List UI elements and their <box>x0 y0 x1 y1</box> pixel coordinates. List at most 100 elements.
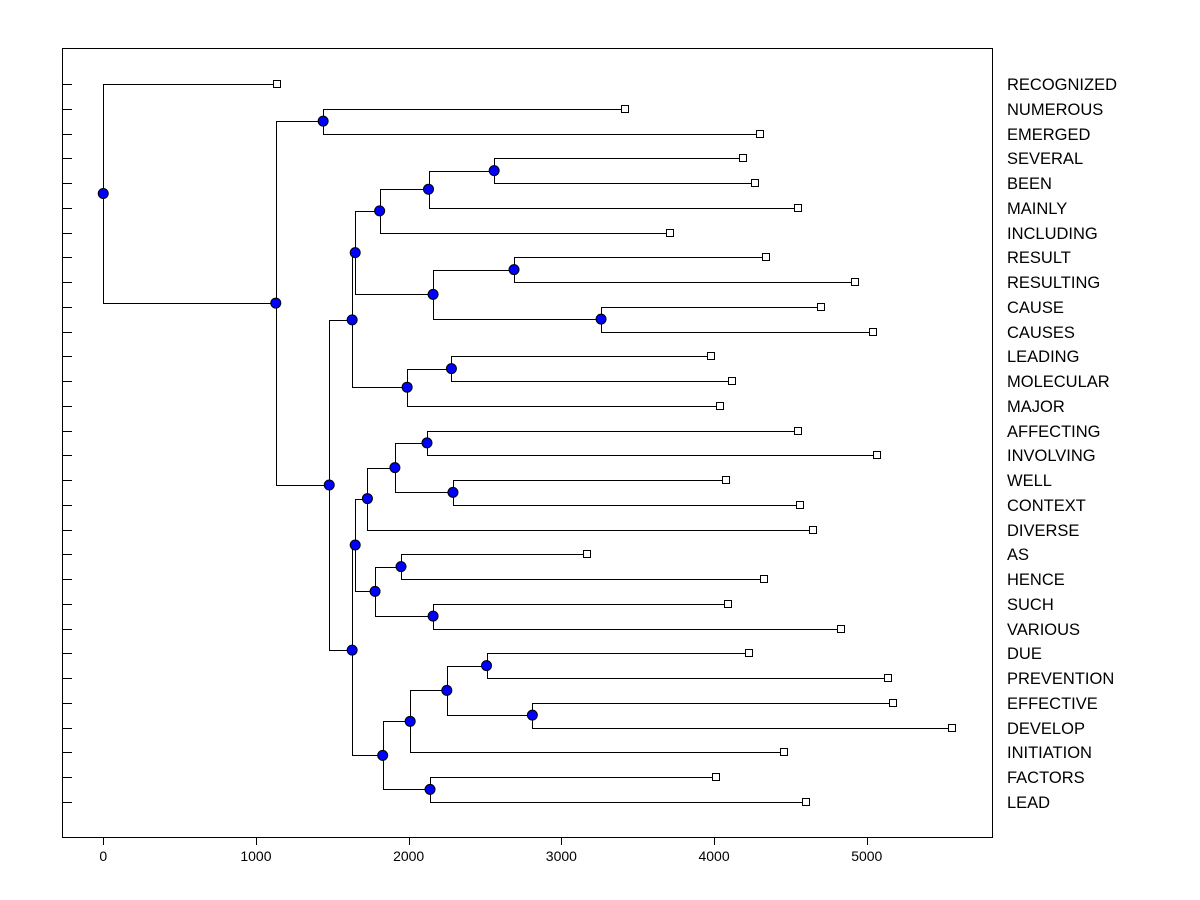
leaf-marker-major <box>716 402 724 410</box>
leaf-marker-factors <box>712 773 720 781</box>
leaf-label-such: SUCH <box>1007 596 1054 614</box>
leaf-marker-numerous <box>621 105 629 113</box>
branch-22 <box>410 690 785 753</box>
leaf-label-factors: FACTORS <box>1007 769 1085 787</box>
merge-node-27 <box>270 297 282 309</box>
leaf-label-resulting: RESULTING <box>1007 274 1100 292</box>
leaf-label-diverse: DIVERSE <box>1007 522 1079 540</box>
x-tick-label-3000: 3000 <box>546 848 577 864</box>
leaf-label-lead: LEAD <box>1007 794 1050 812</box>
leaf-label-cause: CAUSE <box>1007 299 1064 317</box>
merge-node-1 <box>488 165 500 177</box>
leaf-label-result: RESULT <box>1007 249 1071 267</box>
merge-node-3 <box>374 205 386 217</box>
leaf-label-hence: HENCE <box>1007 571 1065 589</box>
leaf-label-including: INCLUDING <box>1007 225 1098 243</box>
leaf-marker-several <box>739 154 747 162</box>
leaf-label-well: WELL <box>1007 472 1052 490</box>
leaf-marker-including <box>666 229 674 237</box>
merge-node-12 <box>447 486 459 498</box>
merge-node-20 <box>526 709 538 721</box>
merge-node-15 <box>395 561 407 573</box>
merge-node-23 <box>424 783 436 795</box>
merge-node-21 <box>441 684 453 696</box>
leaf-marker-effective <box>889 699 897 707</box>
merge-node-6 <box>427 288 439 300</box>
leaf-label-affecting: AFFECTING <box>1007 423 1101 441</box>
plot-frame <box>62 48 993 838</box>
leaf-markers <box>273 80 956 806</box>
y-tick-marks <box>62 84 72 803</box>
leaf-label-major: MAJOR <box>1007 398 1065 416</box>
merge-node-25 <box>346 644 358 656</box>
merge-node-9 <box>401 381 413 393</box>
leaf-marker-molecular <box>728 377 736 385</box>
branch-24 <box>383 721 431 790</box>
leaf-label-various: VARIOUS <box>1007 621 1080 639</box>
x-tick-label-2000: 2000 <box>393 848 424 864</box>
x-tick-label-1000: 1000 <box>240 848 271 864</box>
merge-node-26 <box>323 479 335 491</box>
merge-node-28 <box>97 188 109 200</box>
leaf-marker-result <box>762 253 770 261</box>
merge-node-18 <box>349 539 361 551</box>
leaf-marker-as <box>583 550 591 558</box>
branch-16 <box>433 604 842 630</box>
branch-17 <box>375 567 434 617</box>
merge-node-24 <box>377 749 389 761</box>
merge-node-7 <box>349 247 361 259</box>
leaf-label-as: AS <box>1007 546 1029 564</box>
leaf-marker-initiation <box>780 748 788 756</box>
leaf-label-context: CONTEXT <box>1007 497 1086 515</box>
branch-23 <box>430 777 807 803</box>
merge-node-13 <box>389 462 401 474</box>
leaf-marker-resulting <box>851 278 859 286</box>
branch-14 <box>367 468 814 531</box>
branch-1 <box>494 158 756 184</box>
leaf-marker-involving <box>873 451 881 459</box>
leaf-label-prevention: PREVENTION <box>1007 670 1114 688</box>
leaf-marker-affecting <box>794 427 802 435</box>
branch-11 <box>427 431 878 456</box>
branch-12 <box>453 480 801 506</box>
leaf-marker-due <box>745 649 753 657</box>
leaf-marker-such <box>724 600 732 608</box>
merge-node-11 <box>421 437 433 449</box>
branch-2 <box>429 171 799 209</box>
merge-node-4 <box>508 264 520 276</box>
leaf-label-mainly: MAINLY <box>1007 200 1067 218</box>
branch-27 <box>276 121 330 486</box>
branch-21 <box>447 666 533 716</box>
leaf-label-causes: CAUSES <box>1007 324 1075 342</box>
branch-5 <box>601 307 874 333</box>
x-tick-label-0: 0 <box>99 848 107 864</box>
x-tick-label-4000: 4000 <box>698 848 729 864</box>
leaf-label-initiation: INITIATION <box>1007 744 1092 762</box>
branch-28 <box>103 84 278 304</box>
leaf-marker-leading <box>707 352 715 360</box>
leaf-label-several: SEVERAL <box>1007 150 1083 168</box>
leaf-labels: RECOGNIZED NUMEROUS EMERGED SEVERAL BEEN MAIN… <box>1007 76 1117 812</box>
leaf-marker-cause <box>817 303 825 311</box>
merge-node-2 <box>423 183 435 195</box>
branch-0 <box>323 109 761 135</box>
merge-node-10 <box>346 314 358 326</box>
merge-node-19 <box>481 660 493 672</box>
leaf-marker-lead <box>802 798 810 806</box>
merge-nodes <box>97 115 607 795</box>
dendrogram-branches <box>103 84 953 803</box>
leaf-label-due: DUE <box>1007 645 1042 663</box>
branch-20 <box>532 703 953 729</box>
leaf-marker-causes <box>869 328 877 336</box>
branch-13 <box>395 443 454 493</box>
leaf-label-numerous: NUMEROUS <box>1007 101 1103 119</box>
leaf-label-been: BEEN <box>1007 175 1052 193</box>
leaf-marker-prevention <box>884 674 892 682</box>
leaf-label-involving: INVOLVING <box>1007 447 1096 465</box>
leaf-marker-mainly <box>794 204 802 212</box>
leaf-label-develop: DEVELOP <box>1007 720 1085 738</box>
merge-node-17 <box>369 585 381 597</box>
leaf-marker-various <box>837 625 845 633</box>
merge-node-14 <box>361 493 373 505</box>
